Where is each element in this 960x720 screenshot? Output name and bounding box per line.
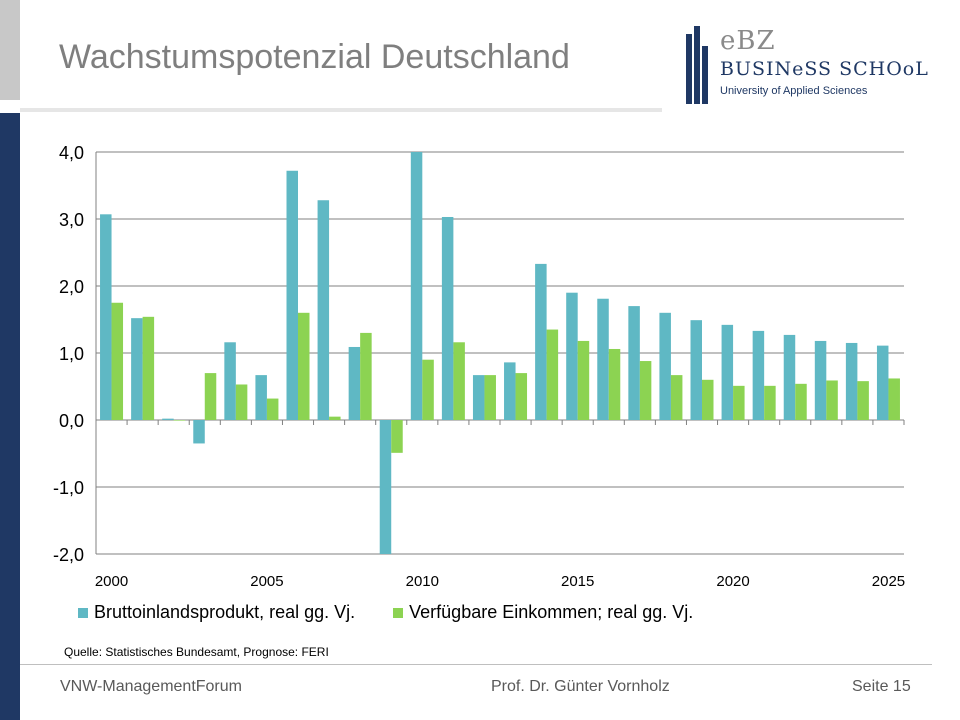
footer-author: Prof. Dr. Günter Vornholz [491, 678, 670, 695]
legend-item-gdp: Bruttoinlandsprodukt, real gg. Vj. [78, 602, 355, 623]
bar-gdp [504, 362, 516, 420]
bar-gdp [317, 200, 330, 420]
x-tick-label: 2010 [406, 573, 439, 590]
legend-item-income: Verfügbare Einkommen; real gg. Vj. [393, 602, 693, 623]
x-tick-label: 2025 [872, 573, 905, 590]
bar-income [546, 329, 559, 420]
bar-gdp [814, 340, 827, 420]
bar-income [235, 384, 248, 420]
slide-title: Wachstumspotenzial Deutschland [59, 38, 570, 76]
bar-gdp [472, 375, 485, 420]
bar-income [826, 380, 838, 420]
bar-income [515, 373, 528, 420]
bar-gdp [441, 216, 454, 420]
bar-income [795, 383, 807, 420]
bar-income [142, 316, 155, 420]
bar-income [608, 348, 621, 420]
legend-label-gdp: Bruttoinlandsprodukt, real gg. Vj. [94, 602, 356, 622]
bar-income [298, 312, 310, 420]
y-tick-label: 0,0 [59, 411, 84, 431]
x-tick-label: 2015 [561, 573, 594, 590]
y-tick-label: 1,0 [59, 344, 84, 364]
bar-gdp [845, 342, 858, 420]
bar-gdp [597, 298, 609, 420]
bar-income [111, 302, 124, 420]
footer-divider [20, 664, 932, 665]
legend-swatch-gdp [78, 607, 88, 618]
bar-gdp [690, 320, 702, 420]
bar-income [857, 381, 869, 420]
bar-gdp [255, 375, 267, 420]
bar-income [422, 359, 434, 420]
bar-gdp [100, 214, 112, 420]
logo-name-text: BUSINeSS SCHOoL [720, 58, 929, 80]
bar-gdp [535, 263, 547, 420]
bar-income [204, 373, 217, 420]
bar-income [764, 385, 776, 420]
bar-gdp [162, 418, 174, 420]
footer-page-number: Seite 15 [852, 678, 911, 695]
chart-legend: Bruttoinlandsprodukt, real gg. Vj. Verfü… [78, 602, 731, 623]
bar-income [391, 420, 403, 453]
legend-swatch-income [393, 607, 404, 618]
bar-income [670, 375, 683, 420]
legend-label-income: Verfügbare Einkommen; real gg. Vj. [409, 602, 694, 622]
bar-income [484, 375, 496, 420]
bar-gdp [876, 345, 889, 420]
bar-gdp [721, 324, 734, 420]
source-note: Quelle: Statistisches Bundesamt, Prognos… [64, 645, 329, 659]
bar-income [173, 420, 186, 421]
bar-gdp [224, 342, 236, 420]
decorative-navy-bar [0, 113, 20, 720]
logo-ebz-text: eBZ [720, 26, 776, 56]
bar-gdp [628, 306, 640, 420]
bar-income [733, 385, 745, 420]
y-tick-label: 3,0 [59, 210, 84, 230]
decorative-grey-bar [0, 0, 20, 100]
ebz-logo: eBZ BUSINeSS SCHOoL University of Applie… [680, 22, 940, 106]
bar-income [329, 416, 341, 420]
footer-event: VNW-ManagementForum [60, 678, 242, 695]
y-tick-label: 4,0 [59, 143, 84, 163]
bar-gdp [131, 318, 143, 420]
bar-income [639, 361, 652, 420]
bar-gdp [752, 330, 765, 420]
bar-income [888, 378, 900, 420]
bar-income [702, 379, 714, 420]
x-tick-label: 2000 [95, 573, 128, 590]
bar-income [577, 340, 590, 420]
bar-income [453, 342, 465, 420]
bar-income [266, 398, 279, 420]
x-tick-label: 2020 [716, 573, 749, 590]
bar-gdp [286, 170, 298, 420]
bar-gdp [410, 152, 423, 420]
bar-gdp [379, 420, 392, 554]
bar-gdp [659, 312, 671, 420]
y-tick-label: 2,0 [59, 277, 84, 297]
bar-income [360, 332, 372, 420]
bar-gdp [193, 420, 205, 444]
ebz-logo-mark-icon [686, 26, 708, 104]
y-tick-label: -2,0 [53, 545, 84, 565]
title-divider [20, 108, 662, 112]
bar-gdp [348, 346, 361, 420]
y-tick-label: -1,0 [53, 478, 84, 498]
bar-gdp [783, 334, 796, 420]
logo-subtitle: University of Applied Sciences [720, 85, 868, 97]
x-tick-label: 2005 [250, 573, 283, 590]
bar-gdp [566, 292, 578, 420]
